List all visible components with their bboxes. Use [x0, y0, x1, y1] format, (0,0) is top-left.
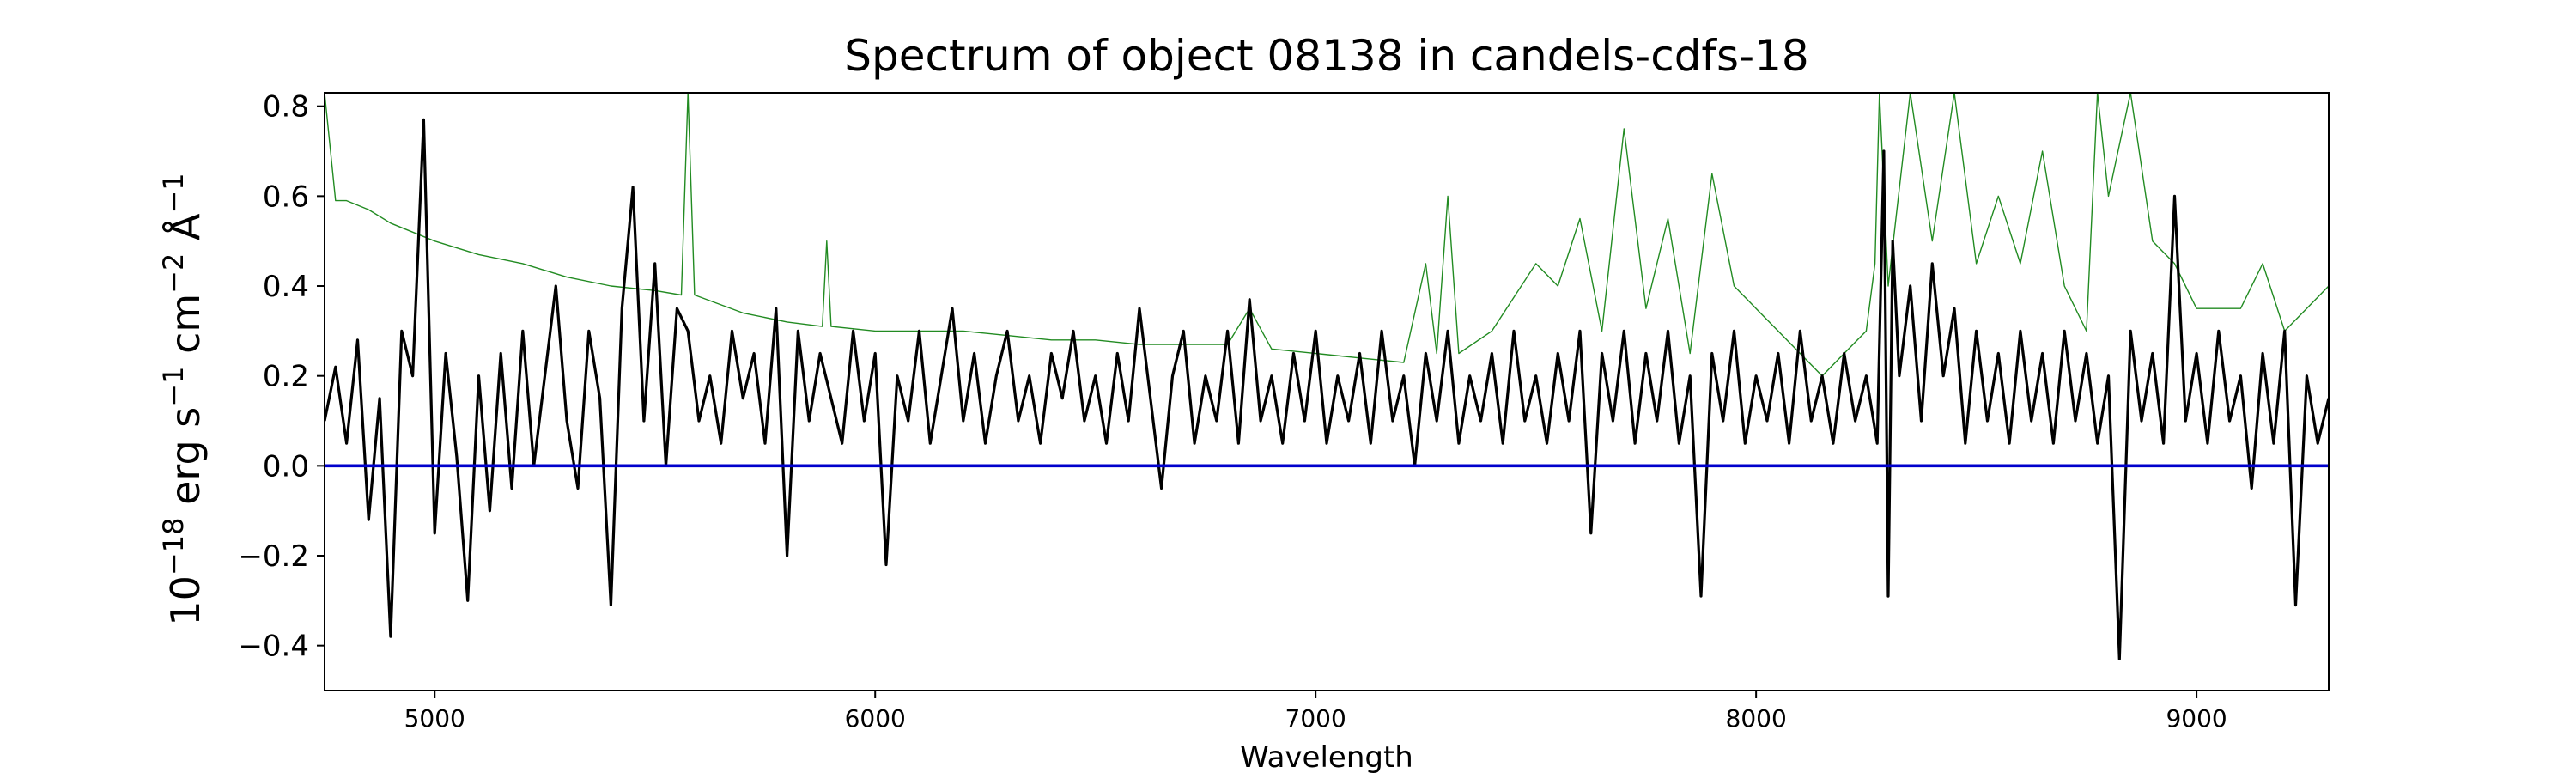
y-tick-label: 0.0	[263, 449, 309, 484]
y-tick-label: 0.6	[263, 180, 309, 214]
y-tick-label: −0.4	[238, 630, 309, 664]
x-axis: 5000 6000 7000 8000 9000	[404, 691, 2227, 733]
chart-title: Spectrum of object 08138 in candels-cdfs…	[844, 31, 1809, 81]
plot-frame	[324, 92, 2330, 691]
y-tick-label: 0.2	[263, 360, 309, 394]
x-tick-label: 5000	[404, 704, 465, 733]
y-tick-label: 0.8	[263, 90, 309, 125]
ylabel-exp: −18	[157, 518, 190, 576]
y-axis-label: 10−18 erg s−1 cm−2 Å−1	[157, 173, 209, 625]
ylabel-unit2: cm	[162, 294, 209, 367]
x-tick-label: 6000	[845, 704, 906, 733]
ylabel-unit: erg s	[162, 407, 209, 518]
y-axis: −0.4 −0.2 0.0 0.2 0.4 0.6 0.8	[238, 90, 325, 664]
ylabel-base: 10	[162, 575, 209, 626]
series-flux-line	[325, 118, 2329, 661]
x-axis-label: Wavelength	[1240, 740, 1413, 773]
ylabel-unit-exp3: −1	[157, 173, 190, 213]
ylabel-unit-exp2: −2	[157, 253, 190, 294]
ylabel-unit3: Å	[162, 213, 209, 253]
x-tick-label: 7000	[1285, 704, 1346, 733]
y-tick-label: −0.2	[238, 539, 309, 574]
series-error-line	[325, 93, 2329, 377]
ylabel-unit-exp1: −1	[157, 367, 190, 407]
svg-text:10−18 erg s−1 cm−2 Å−1: 10−18 erg s−1 cm−2 Å−1	[157, 173, 209, 625]
x-tick-label: 8000	[1726, 704, 1787, 733]
y-tick-label: 0.4	[263, 270, 309, 304]
x-tick-label: 9000	[2166, 704, 2227, 733]
